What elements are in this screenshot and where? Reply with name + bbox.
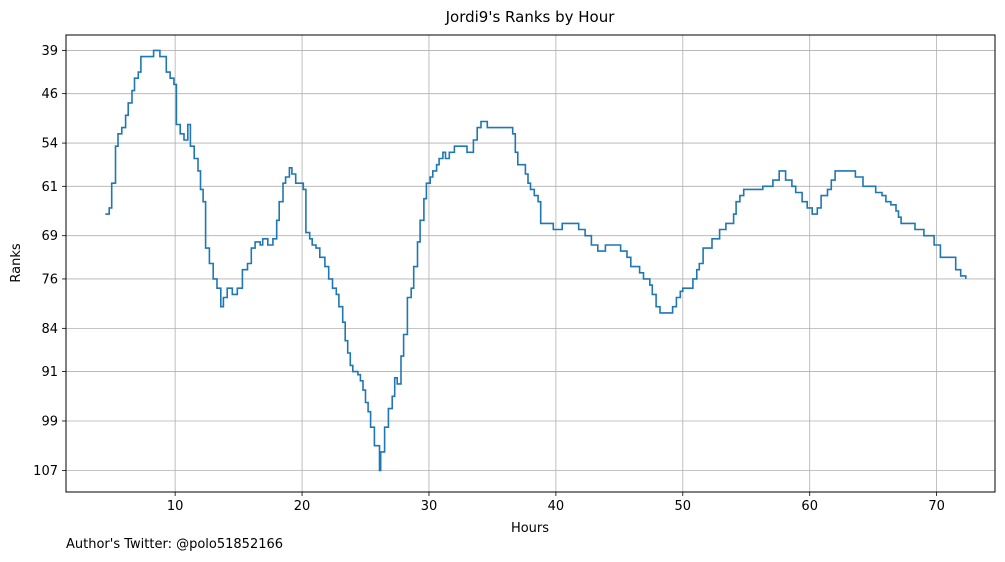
grid-lines <box>66 35 995 492</box>
y-axis-ticks: 39 46 54 61 69 76 84 91 99 107 <box>33 44 66 479</box>
y-tick-label: 99 <box>41 414 58 429</box>
y-tick-label: 61 <box>41 180 58 195</box>
x-tick-label: 40 <box>548 499 565 514</box>
rank-series-line <box>105 49 967 472</box>
y-axis-label: Ranks <box>9 243 24 282</box>
author-twitter-note: Author's Twitter: @polo51852166 <box>66 537 284 552</box>
series-layer <box>105 49 967 472</box>
x-tick-label: 60 <box>801 499 818 514</box>
y-tick-label: 76 <box>41 272 58 287</box>
y-tick-label: 69 <box>41 229 58 244</box>
y-tick-label: 91 <box>41 365 58 380</box>
y-tick-label: 39 <box>41 44 58 59</box>
x-tick-label: 50 <box>675 499 692 514</box>
x-tick-label: 10 <box>167 499 184 514</box>
plot-frame <box>65 34 996 493</box>
x-tick-label: 20 <box>294 499 311 514</box>
x-tick-label: 70 <box>928 499 945 514</box>
y-tick-label: 107 <box>33 464 58 479</box>
y-tick-label: 46 <box>41 87 58 102</box>
chart-title: Jordi9's Ranks by Hour <box>445 8 616 26</box>
x-axis-ticks: 10 20 30 40 50 60 70 <box>167 492 945 514</box>
x-axis-label: Hours <box>511 521 549 536</box>
y-tick-label: 54 <box>41 137 58 152</box>
y-tick-label: 84 <box>41 322 58 337</box>
x-tick-label: 30 <box>421 499 438 514</box>
